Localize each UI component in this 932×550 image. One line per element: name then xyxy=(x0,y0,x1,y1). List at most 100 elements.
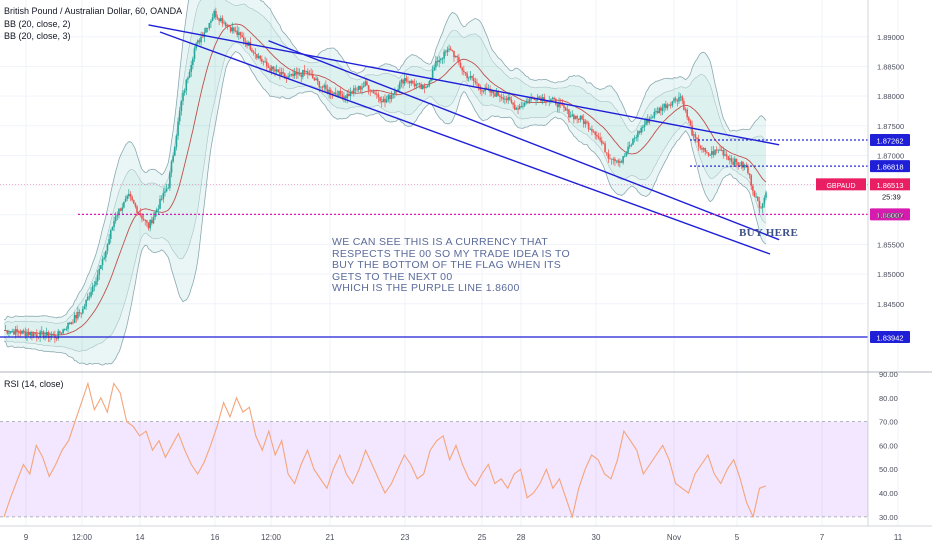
candle-body xyxy=(103,257,105,259)
candle-body xyxy=(254,52,257,55)
candle-body xyxy=(523,102,526,106)
candle-body xyxy=(210,20,212,23)
time-tick-label: 9 xyxy=(24,533,29,542)
candle-body xyxy=(701,147,703,150)
candle-body xyxy=(9,331,12,333)
candle-body xyxy=(219,18,222,22)
candle-body xyxy=(605,152,608,154)
candle-body xyxy=(224,22,227,27)
price-tick-label: 1.88000 xyxy=(877,92,904,101)
candle-body xyxy=(32,333,35,337)
candle-body xyxy=(490,90,493,93)
candle-body xyxy=(702,148,705,150)
candle-body xyxy=(354,88,357,90)
candle-body xyxy=(725,154,728,157)
candle-body xyxy=(63,329,66,331)
candle-body xyxy=(357,85,360,90)
candle-body xyxy=(426,85,429,88)
candle-body xyxy=(359,85,362,90)
candle-body xyxy=(277,69,280,73)
candle-body xyxy=(356,89,358,91)
candle-body xyxy=(321,86,324,88)
time-tick-label: 14 xyxy=(136,533,145,542)
candle-body xyxy=(292,73,294,77)
candle-body xyxy=(614,158,616,162)
symbol-title[interactable]: British Pound / Australian Dollar, 60, O… xyxy=(4,6,183,16)
candle-body xyxy=(261,58,263,62)
candle-body xyxy=(371,90,373,92)
candle-body xyxy=(333,92,335,95)
candle-body xyxy=(213,10,216,18)
candle-body xyxy=(753,190,756,197)
candle-body xyxy=(91,286,94,292)
candle-body xyxy=(128,193,130,196)
channel-upper-line[interactable] xyxy=(148,24,780,146)
candle-body xyxy=(272,66,275,70)
candle-body xyxy=(264,61,266,63)
candle-body xyxy=(504,98,506,100)
candle-body xyxy=(330,89,332,95)
candle-body xyxy=(513,104,516,110)
candle-body xyxy=(497,91,500,96)
candle-body xyxy=(466,73,468,79)
candle-body xyxy=(420,84,422,90)
candle-body xyxy=(577,118,580,120)
channel-lower-line-full[interactable] xyxy=(159,31,771,255)
candle-body xyxy=(159,198,161,209)
bb3-line xyxy=(3,51,767,366)
candle-body xyxy=(694,134,697,138)
candle-body xyxy=(384,98,386,103)
candle-body xyxy=(688,117,690,121)
rsi-indicator[interactable]: RSI (14, close) xyxy=(4,379,64,389)
candle-body xyxy=(499,95,501,97)
candle-body xyxy=(433,67,436,71)
candle-body xyxy=(620,161,623,163)
candle-body xyxy=(144,219,147,221)
candle-body xyxy=(238,32,240,35)
level-label-1.87262: 1.87262 xyxy=(876,137,903,146)
bb-indicator-2[interactable]: BB (20, close, 2) xyxy=(4,19,71,29)
bb-basis-line xyxy=(3,23,767,336)
candle-body xyxy=(42,331,45,338)
candle-body xyxy=(482,91,485,92)
candle-body xyxy=(14,329,17,335)
candle-body xyxy=(233,27,235,32)
bb-indicator-3[interactable]: BB (20, close, 3) xyxy=(4,31,71,41)
current-price-bg xyxy=(870,178,910,191)
rsi-line[interactable] xyxy=(3,381,767,519)
candle-body xyxy=(615,160,618,162)
candle-body xyxy=(267,66,270,68)
candle-body xyxy=(742,161,744,168)
candle-body xyxy=(586,121,588,123)
candle-body xyxy=(389,95,391,99)
candle-body xyxy=(551,97,554,100)
candle-body xyxy=(17,331,20,333)
candle-body xyxy=(196,40,199,44)
candle-body xyxy=(116,214,119,217)
candle-body xyxy=(170,161,173,173)
bar-countdown: 25:39 xyxy=(882,192,901,201)
candle-body xyxy=(77,311,79,319)
level-label-1.83942: 1.83942 xyxy=(876,333,903,342)
candle-body xyxy=(234,30,237,32)
candle-body xyxy=(724,154,726,156)
candle-body xyxy=(173,146,176,156)
candle-body xyxy=(543,97,546,102)
candle-body xyxy=(405,78,408,81)
level-label-bg xyxy=(870,134,910,147)
candle-body xyxy=(476,82,478,84)
candle-body xyxy=(19,332,22,334)
candle-body xyxy=(367,85,370,91)
candle-body xyxy=(36,334,38,337)
candle-body xyxy=(756,196,759,202)
symbol-badge xyxy=(816,178,866,191)
channel-lower-line[interactable] xyxy=(268,40,780,241)
candle-body xyxy=(206,27,209,29)
price-tick-label: 1.87500 xyxy=(877,122,904,131)
bb2-line xyxy=(3,0,767,324)
candle-body xyxy=(630,144,633,146)
time-tick-label: 30 xyxy=(592,533,601,542)
candle-body xyxy=(279,72,281,75)
candle-body xyxy=(364,81,367,86)
